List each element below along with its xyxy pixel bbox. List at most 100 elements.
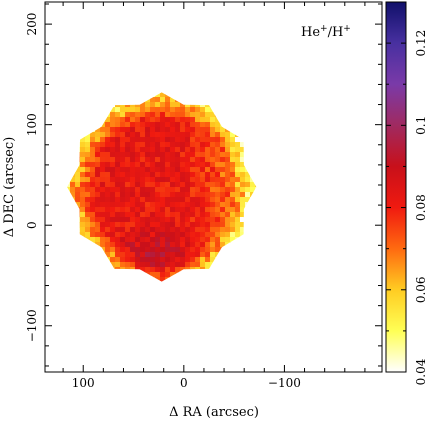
map-cell [135,192,141,198]
map-cell [235,197,241,203]
map-cell [210,172,216,178]
map-cell [130,222,136,228]
map-cell [150,107,156,113]
map-cell [230,202,236,208]
map-cell [180,197,186,203]
map-cell [145,102,151,108]
map-cell [75,202,81,208]
map-cell [175,107,181,113]
map-cell [205,207,211,213]
map-cell [205,132,211,138]
map-cell [170,157,176,163]
map-cell [165,192,171,198]
map-cell [140,232,146,238]
map-cell [170,202,176,208]
map-cell [100,177,106,183]
map-cell [125,237,131,243]
map-cell [135,162,141,168]
map-cell [105,172,111,178]
map-cell [230,157,236,163]
map-cell [230,167,236,173]
map-cell [205,157,211,163]
map-cell [155,167,161,173]
map-cell [85,227,91,233]
map-cell [100,217,106,223]
map-cell [85,197,91,203]
map-cell [215,152,221,158]
map-cell [195,227,201,233]
map-cell [195,262,201,268]
map-cell [110,167,116,173]
map-cell [75,192,81,198]
map-cell [170,167,176,173]
map-cell [215,242,221,248]
map-cell [210,242,216,248]
map-cell [165,172,171,178]
map-cell [225,162,231,168]
map-cell [80,202,86,208]
map-cell [220,177,226,183]
map-cell [125,107,131,113]
map-cell [115,172,121,178]
map-cell [115,152,121,158]
map-cell [95,152,101,158]
map-cell [210,237,216,243]
map-cell [80,192,86,198]
map-cell [115,242,121,248]
map-cell [215,172,221,178]
map-cell [170,212,176,218]
map-cell [180,122,186,128]
map-cell [230,132,236,138]
map-cell [125,187,131,193]
map-cell [145,227,151,233]
map-cell [135,172,141,178]
map-cell [100,232,106,238]
map-cell [140,132,146,138]
map-cell [200,232,206,238]
map-cell [195,247,201,253]
x-tick-labels: 100 0 −100 [72,376,301,390]
map-cell [100,222,106,228]
map-cell [130,107,136,113]
map-cell [175,172,181,178]
map-cell [95,177,101,183]
map-cell [220,232,226,238]
map-cell [110,162,116,168]
map-cell [120,197,126,203]
map-cell [235,177,241,183]
map-cell [240,222,246,228]
map-cell [205,137,211,143]
map-cell [135,157,141,163]
map-cell [200,247,206,253]
map-cell [170,117,176,123]
map-cell [115,202,121,208]
map-cell [205,262,211,268]
map-cell [220,207,226,213]
map-cell [165,137,171,143]
map-cell [160,227,166,233]
map-cell [115,167,121,173]
map-cell [220,222,226,228]
map-cell [185,147,191,153]
map-cell [195,142,201,148]
map-cell [100,187,106,193]
map-cell [150,227,156,233]
map-cell [105,202,111,208]
map-cell [80,187,86,193]
map-cell [185,162,191,168]
map-cell [170,177,176,183]
map-cell [205,172,211,178]
map-cell [225,172,231,178]
map-cell [175,192,181,198]
map-cell [70,192,76,198]
map-cell [110,232,116,238]
map-cell [200,192,206,198]
map-cell [220,237,226,243]
map-cell [180,232,186,238]
map-cell [230,237,236,243]
map-cell [220,147,226,153]
map-cell [185,152,191,158]
map-cell [100,202,106,208]
axis-ticks [45,2,382,372]
map-cell [90,152,96,158]
